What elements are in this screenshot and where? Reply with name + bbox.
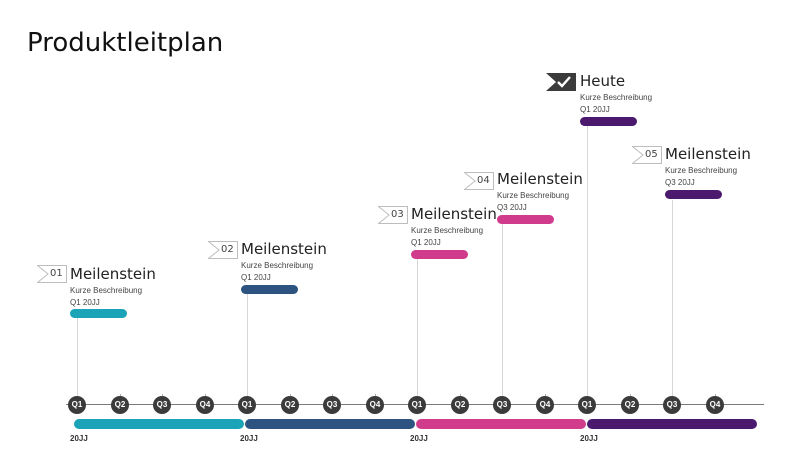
page-title: Produktleitplan [27, 28, 224, 58]
milestone-title: Meilenstein [665, 145, 751, 163]
milestone-flag-05: 05 [631, 146, 662, 164]
quarter-marker: Q3 [493, 396, 511, 414]
flag-icon [463, 172, 494, 190]
quarter-marker: Q1 [578, 396, 596, 414]
milestone-number: 02 [221, 244, 234, 255]
milestone-bar [70, 309, 127, 318]
milestone-description: Kurze Beschreibung [497, 191, 570, 200]
today-quarter: Q1 20JJ [580, 105, 610, 114]
year-label: 20JJ [580, 434, 598, 443]
milestone-quarter: Q1 20JJ [241, 273, 271, 282]
milestone-bar [241, 285, 298, 294]
today-description: Kurze Beschreibung [580, 93, 653, 102]
today-bar [580, 117, 637, 126]
milestone-quarter: Q3 20JJ [497, 203, 527, 212]
quarter-marker: Q2 [621, 396, 639, 414]
milestone-flag-01: 01 [36, 265, 67, 283]
milestone-number: 04 [477, 175, 490, 186]
today-title: Heute [580, 72, 626, 90]
quarter-marker: Q1 [68, 396, 86, 414]
flag-icon [631, 146, 662, 164]
check-flag-icon [546, 73, 576, 91]
quarter-marker: Q3 [153, 396, 171, 414]
flag-icon [207, 241, 238, 259]
milestone-description: Kurze Beschreibung [665, 166, 738, 175]
flag-icon [36, 265, 67, 283]
milestone-flag-04: 04 [463, 172, 494, 190]
year-band [587, 419, 757, 429]
quarter-marker: Q2 [111, 396, 129, 414]
today-flag [546, 73, 576, 91]
year-label: 20JJ [410, 434, 428, 443]
quarter-marker: Q4 [706, 396, 724, 414]
milestone-quarter: Q3 20JJ [665, 178, 695, 187]
milestone-number: 01 [50, 268, 63, 279]
year-band [245, 419, 415, 429]
year-band [74, 419, 244, 429]
milestone-title: Meilenstein [497, 170, 583, 188]
milestone-line [77, 318, 78, 396]
milestone-number: 05 [645, 149, 658, 160]
milestone-title: Meilenstein [70, 265, 156, 283]
quarter-marker: Q4 [196, 396, 214, 414]
flag-icon [377, 206, 408, 224]
year-band [416, 419, 586, 429]
quarter-marker: Q4 [366, 396, 384, 414]
quarter-marker: Q2 [281, 396, 299, 414]
milestone-bar [497, 215, 554, 224]
milestone-line [587, 126, 588, 396]
milestone-description: Kurze Beschreibung [411, 226, 484, 235]
milestone-flag-02: 02 [207, 241, 238, 259]
milestone-flag-03: 03 [377, 206, 408, 224]
year-label: 20JJ [240, 434, 258, 443]
quarter-marker: Q2 [451, 396, 469, 414]
milestone-quarter: Q1 20JJ [411, 238, 441, 247]
milestone-quarter: Q1 20JJ [70, 298, 100, 307]
milestone-description: Kurze Beschreibung [70, 286, 143, 295]
milestone-line [417, 259, 418, 396]
quarter-marker: Q3 [323, 396, 341, 414]
quarter-marker: Q1 [408, 396, 426, 414]
milestone-title: Meilenstein [411, 205, 497, 223]
milestone-number: 03 [391, 209, 404, 220]
milestone-bar [665, 190, 722, 199]
quarter-marker: Q4 [536, 396, 554, 414]
milestone-title: Meilenstein [241, 240, 327, 258]
quarter-marker: Q3 [663, 396, 681, 414]
milestone-line [672, 200, 673, 396]
year-label: 20JJ [70, 434, 88, 443]
milestone-bar [411, 250, 468, 259]
milestone-line [247, 294, 248, 396]
quarter-marker: Q1 [238, 396, 256, 414]
milestone-description: Kurze Beschreibung [241, 261, 314, 270]
milestone-line [502, 224, 503, 396]
